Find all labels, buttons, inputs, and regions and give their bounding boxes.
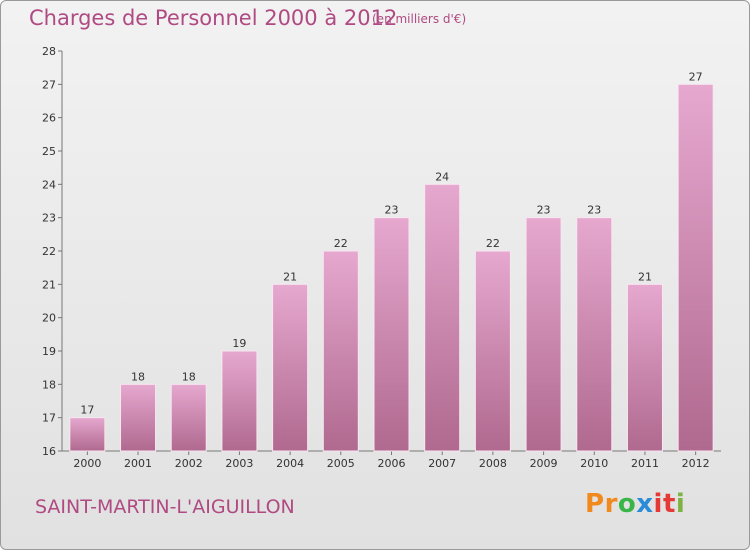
x-tick-label: 2001 [124,457,152,470]
logo-letter: i [675,489,686,519]
x-tick-label: 2011 [631,457,659,470]
x-tick-label: 2012 [682,457,710,470]
logo-letter: r [604,489,618,519]
bar [221,350,258,452]
x-tick-label: 2010 [580,457,608,470]
bar [373,217,410,452]
x-tick-label: 2006 [378,457,406,470]
data-label: 24 [435,170,449,183]
logo-letter: o [617,489,637,519]
logo-letter: x [636,489,654,519]
bar [120,383,157,452]
chart-subtitle: (en milliers d'€) [372,12,467,26]
x-tick-label: 2008 [479,457,507,470]
y-tick-label: 24 [42,178,56,191]
data-labels: 17 18 18 19 21 22 23 24 22 23 23 21 27 [80,70,702,416]
bar [272,283,309,452]
data-label: 18 [182,370,196,383]
data-label: 27 [689,70,703,83]
data-label: 22 [486,237,500,250]
bars [69,83,714,452]
x-tick-label: 2009 [530,457,558,470]
commune-name: SAINT-MARTIN-L'AIGUILLON [35,496,295,518]
data-label: 23 [537,204,551,217]
proxiti-logo[interactable]: Proxiti [585,489,685,519]
bar [170,383,207,452]
y-tick-label: 22 [42,245,56,258]
x-tick-label: 2005 [327,457,355,470]
bar [424,183,461,452]
bar [322,250,359,452]
x-tick-label: 2007 [428,457,456,470]
y-tick-label: 21 [42,278,56,291]
x-tick-label: 2004 [276,457,304,470]
y-tick-label: 27 [42,78,56,91]
data-label: 23 [587,204,601,217]
bar [626,283,663,452]
y-tick-label: 23 [42,212,56,225]
x-tick-label: 2002 [175,457,203,470]
data-label: 19 [232,337,246,350]
chart-title: Charges de Personnel 2000 à 2012 [29,6,398,30]
y-tick-label: 19 [42,345,56,358]
bar [69,417,106,452]
logo-letter: i [653,489,663,519]
y-axis: 16 17 18 19 20 21 22 23 24 25 26 27 28 [42,45,63,458]
x-tick-label: 2000 [73,457,101,470]
logo-letter: t [662,489,676,519]
bar [677,83,714,452]
bar [474,250,511,452]
data-label: 21 [283,270,297,283]
y-tick-label: 20 [42,312,56,325]
y-tick-label: 25 [42,145,56,158]
bar [576,217,613,452]
logo-letter: P [585,489,605,519]
data-label: 17 [80,404,94,417]
x-tick-label: 2003 [225,457,253,470]
data-label: 23 [385,204,399,217]
x-axis: 2000 2001 2002 2003 2004 2005 2006 2007 2008 2009… [62,450,721,470]
bar [525,217,562,452]
y-tick-label: 26 [42,112,56,125]
y-tick-label: 16 [42,445,56,458]
y-tick-label: 18 [42,378,56,391]
y-tick-label: 28 [42,45,56,58]
data-label: 22 [334,237,348,250]
data-label: 18 [131,370,145,383]
y-tick-label: 17 [42,412,56,425]
data-label: 21 [638,270,652,283]
